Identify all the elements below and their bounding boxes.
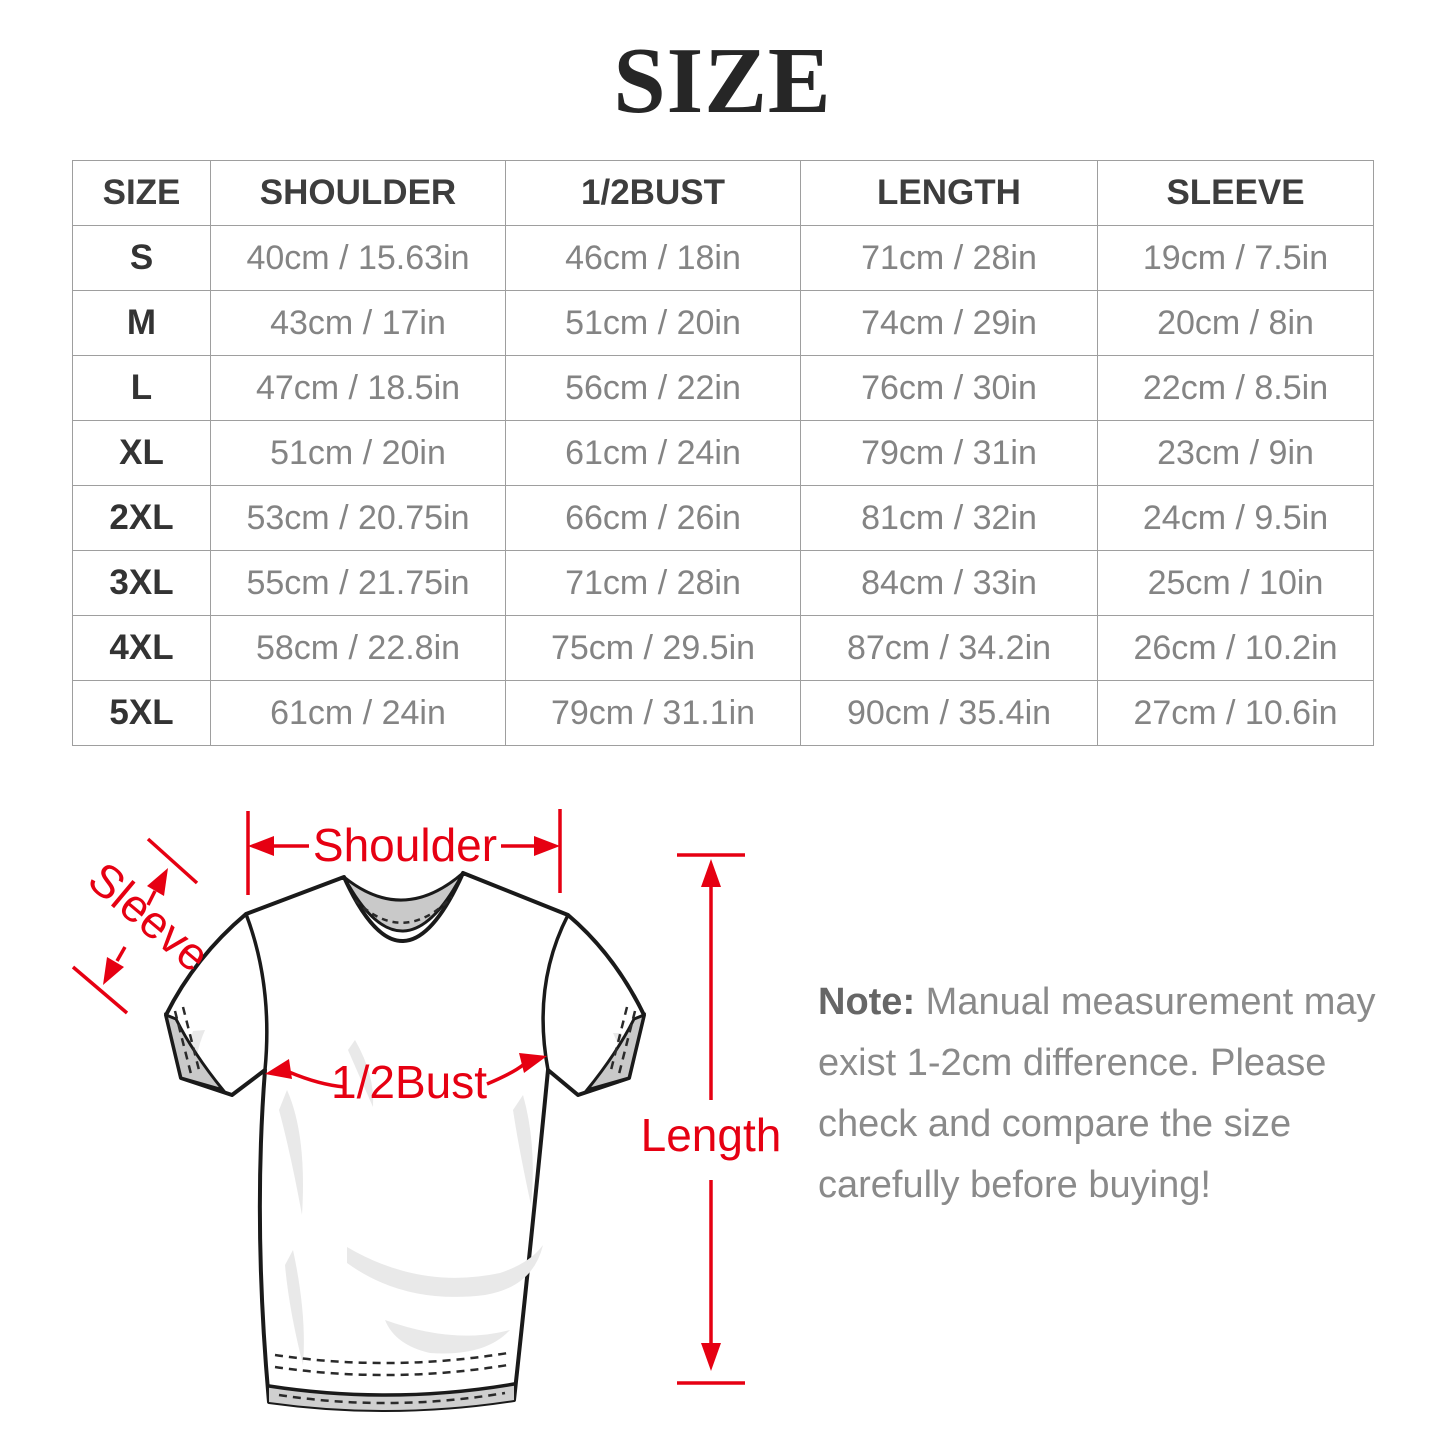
length-value: 87cm / 34.2in xyxy=(800,615,1098,681)
shoulder-label: Shoulder xyxy=(313,819,497,871)
tshirt-measurement-diagram: Shoulder Sleeve 1/2Bust Length xyxy=(71,809,781,1412)
sleeve-value: 27cm / 10.6in xyxy=(1097,680,1374,746)
length-value: 76cm / 30in xyxy=(800,355,1098,421)
size-table: SIZE SHOULDER 1/2BUST LENGTH SLEEVE S 40… xyxy=(72,160,1374,746)
bust-value: 51cm / 20in xyxy=(505,290,801,356)
page-title: SIZE xyxy=(613,29,832,133)
bust-value: 46cm / 18in xyxy=(505,225,801,291)
sleeve-value: 24cm / 9.5in xyxy=(1097,485,1374,551)
wrinkle-shadows xyxy=(188,1030,627,1365)
size-label: 4XL xyxy=(72,615,211,681)
length-label: Length xyxy=(641,1109,782,1161)
note-text: Manual measurement may exist 1-2cm diffe… xyxy=(818,981,1376,1206)
sleeve-label: Sleeve xyxy=(79,852,220,982)
sleeve-value: 25cm / 10in xyxy=(1097,550,1374,616)
size-label: L xyxy=(72,355,211,421)
sleeve-value: 20cm / 8in xyxy=(1097,290,1374,356)
bust-value: 61cm / 24in xyxy=(505,420,801,486)
size-label: 5XL xyxy=(72,680,211,746)
shoulder-value: 55cm / 21.75in xyxy=(210,550,506,616)
shoulder-value: 53cm / 20.75in xyxy=(210,485,506,551)
col-header-size: SIZE xyxy=(72,160,211,226)
length-value: 74cm / 29in xyxy=(800,290,1098,356)
shoulder-value: 47cm / 18.5in xyxy=(210,355,506,421)
length-value: 84cm / 33in xyxy=(800,550,1098,616)
note-label: Note: xyxy=(818,981,916,1023)
table-header-row: SIZE SHOULDER 1/2BUST LENGTH SLEEVE xyxy=(72,160,1374,226)
shoulder-value: 58cm / 22.8in xyxy=(210,615,506,681)
tshirt-drawing xyxy=(163,871,647,1412)
shoulder-value: 51cm / 20in xyxy=(210,420,506,486)
size-label: S xyxy=(72,225,211,291)
table-row: 3XL 55cm / 21.75in 71cm / 28in 84cm / 33… xyxy=(72,550,1374,616)
size-label: 3XL xyxy=(72,550,211,616)
sleeve-value: 26cm / 10.2in xyxy=(1097,615,1374,681)
size-label: M xyxy=(72,290,211,356)
bust-value: 56cm / 22in xyxy=(505,355,801,421)
length-value: 79cm / 31in xyxy=(800,420,1098,486)
shoulder-value: 61cm / 24in xyxy=(210,680,506,746)
shoulder-annotation: Shoulder xyxy=(246,809,562,895)
table-row: L 47cm / 18.5in 56cm / 22in 76cm / 30in … xyxy=(72,355,1374,421)
size-label: XL xyxy=(72,420,211,486)
table-row: S 40cm / 15.63in 46cm / 18in 71cm / 28in… xyxy=(72,225,1374,291)
length-annotation: Length xyxy=(641,853,782,1385)
bust-annotation: 1/2Bust xyxy=(265,1053,547,1108)
shoulder-value: 43cm / 17in xyxy=(210,290,506,356)
measurement-note: Note: Manual measurement may exist 1-2cm… xyxy=(818,972,1378,1216)
table-row: 4XL 58cm / 22.8in 75cm / 29.5in 87cm / 3… xyxy=(72,615,1374,681)
length-value: 81cm / 32in xyxy=(800,485,1098,551)
col-header-shoulder: SHOULDER xyxy=(210,160,506,226)
table-row: 2XL 53cm / 20.75in 66cm / 26in 81cm / 32… xyxy=(72,485,1374,551)
length-value: 90cm / 35.4in xyxy=(800,680,1098,746)
collar-stitching xyxy=(354,896,453,924)
length-value: 71cm / 28in xyxy=(800,225,1098,291)
table-row: XL 51cm / 20in 61cm / 24in 79cm / 31in 2… xyxy=(72,420,1374,486)
sleeve-value: 19cm / 7.5in xyxy=(1097,225,1374,291)
left-sleeve-seam xyxy=(244,912,269,1072)
hem-underside xyxy=(269,1384,514,1411)
col-header-sleeve: SLEEVE xyxy=(1097,160,1374,226)
bust-value: 75cm / 29.5in xyxy=(505,615,801,681)
collar xyxy=(342,871,465,933)
table-row: M 43cm / 17in 51cm / 20in 74cm / 29in 20… xyxy=(72,290,1374,356)
col-header-bust: 1/2BUST xyxy=(505,160,801,226)
bust-value: 79cm / 31.1in xyxy=(505,680,801,746)
bust-value: 71cm / 28in xyxy=(505,550,801,616)
shoulder-value: 40cm / 15.63in xyxy=(210,225,506,291)
size-label: 2XL xyxy=(72,485,211,551)
sleeve-value: 23cm / 9in xyxy=(1097,420,1374,486)
sleeve-value: 22cm / 8.5in xyxy=(1097,355,1374,421)
bust-value: 66cm / 26in xyxy=(505,485,801,551)
table-row: 5XL 61cm / 24in 79cm / 31.1in 90cm / 35.… xyxy=(72,680,1374,746)
col-header-length: LENGTH xyxy=(800,160,1098,226)
right-sleeve-seam xyxy=(541,913,570,1072)
bust-label: 1/2Bust xyxy=(331,1056,487,1108)
